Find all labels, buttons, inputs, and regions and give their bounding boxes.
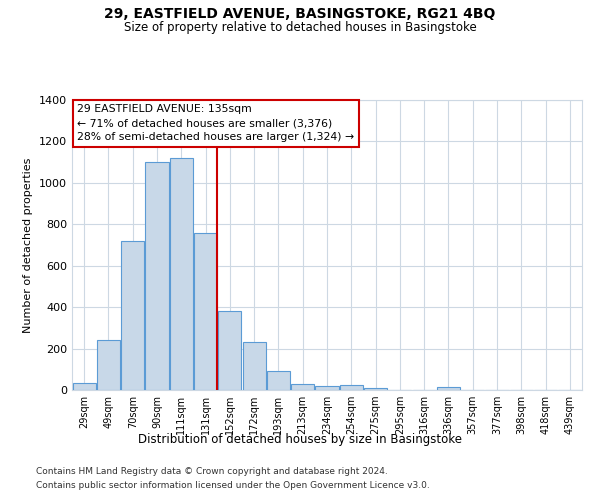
Bar <box>437 387 460 390</box>
Bar <box>73 383 95 390</box>
Bar <box>316 386 338 390</box>
Text: Contains HM Land Registry data © Crown copyright and database right 2024.: Contains HM Land Registry data © Crown c… <box>36 467 388 476</box>
Text: 29 EASTFIELD AVENUE: 135sqm
← 71% of detached houses are smaller (3,376)
28% of : 29 EASTFIELD AVENUE: 135sqm ← 71% of det… <box>77 104 354 142</box>
Y-axis label: Number of detached properties: Number of detached properties <box>23 158 34 332</box>
Bar <box>218 312 241 390</box>
Text: Size of property relative to detached houses in Basingstoke: Size of property relative to detached ho… <box>124 21 476 34</box>
Bar <box>170 158 193 390</box>
Bar <box>340 385 363 390</box>
Text: Distribution of detached houses by size in Basingstoke: Distribution of detached houses by size … <box>138 432 462 446</box>
Bar <box>242 342 266 390</box>
Text: Contains public sector information licensed under the Open Government Licence v3: Contains public sector information licen… <box>36 481 430 490</box>
Bar <box>194 232 217 390</box>
Bar <box>121 241 144 390</box>
Bar <box>364 388 387 390</box>
Bar <box>97 340 120 390</box>
Text: 29, EASTFIELD AVENUE, BASINGSTOKE, RG21 4BQ: 29, EASTFIELD AVENUE, BASINGSTOKE, RG21 … <box>104 8 496 22</box>
Bar <box>145 162 169 390</box>
Bar <box>267 372 290 390</box>
Bar <box>291 384 314 390</box>
